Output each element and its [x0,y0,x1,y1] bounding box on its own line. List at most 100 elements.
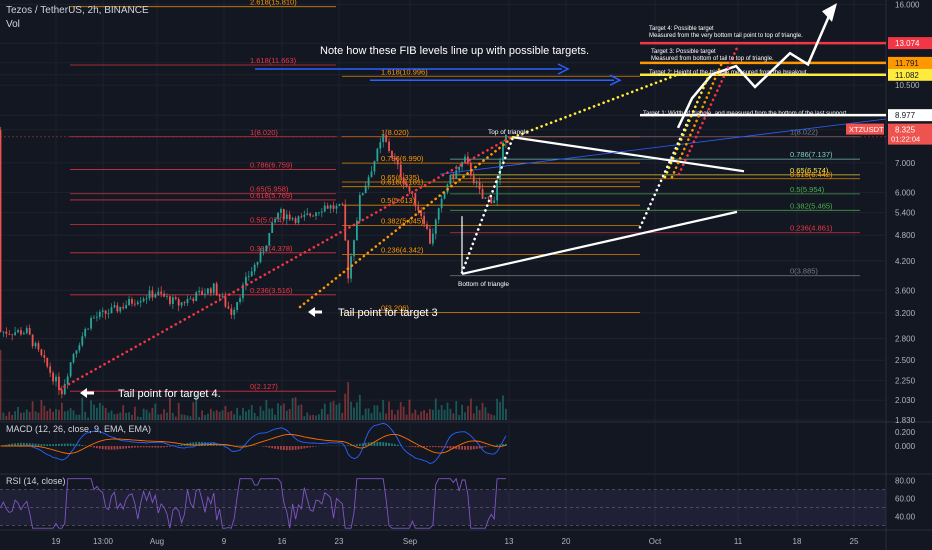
volume-bar [142,408,145,420]
volume-bar [46,410,49,420]
volume-bar [174,416,177,420]
volume-bar [335,404,338,420]
macd-histogram-bar [306,446,309,448]
volume-bar [285,410,288,420]
macd-histogram-bar [116,446,119,450]
volume-bar [209,408,212,420]
target4-text-b: Measured from the very bottom tail point… [649,33,803,39]
macd-histogram-bar [14,443,16,446]
volume-bar [0,350,2,420]
time-tick-label: Sep [403,537,418,546]
symbol-title: Tezos / TetherUS, 2h, BINANCE [6,5,149,16]
macd-histogram-bar [31,443,34,446]
volume-bar [455,401,458,420]
triangle-upper-line [512,136,745,173]
rsi-tick-label: 40.00 [895,513,916,522]
volume-bar [282,403,285,420]
macd-histogram-bar [28,443,31,446]
macd-histogram-bar [303,446,306,449]
volume-bar [396,409,399,420]
candle-body [318,212,320,214]
volume-bar [37,412,40,420]
candle-body [183,302,186,304]
countdown-label: 01:22:04 [891,135,920,144]
macd-histogram-bar [376,441,379,446]
volume-bar [2,412,5,420]
volume-bar [98,402,101,420]
macd-line [0,422,507,464]
volume-bar [116,413,119,420]
price-tag-bg [888,68,932,81]
macd-histogram-bar [475,446,478,449]
dotted-line [663,71,712,179]
time-tick-label: 18 [793,537,802,546]
price-tag-bg [888,37,932,50]
fib-label: 0.618(6.442) [790,170,833,179]
volume-bar [87,417,90,420]
candle-body [66,376,69,384]
macd-histogram-bar [429,446,431,448]
fib-label: 1(8.020) [250,128,278,137]
macd-histogram-bar [215,443,218,446]
price-tick-label: 4.200 [895,257,916,266]
volume-bar [265,400,268,420]
volume-bar [405,414,408,420]
volume-bar [192,402,195,420]
candle-body [458,166,461,171]
candle-body [393,157,396,160]
macd-histogram-bar [20,442,22,446]
macd-histogram-bar [227,445,230,446]
rsi-label: RSI (14, close) [6,476,66,486]
candle-body [192,298,195,302]
volume-bar [271,408,274,420]
macd-histogram-bar [469,446,472,450]
macd-histogram-bar [151,446,154,448]
candle-body [312,215,314,217]
candle-body [341,203,344,205]
volume-bar [20,412,22,420]
candle-body [478,182,481,190]
top-of-triangle-text: Top of triangle [488,129,529,136]
volume-bar [14,411,16,420]
candle-body [133,303,136,305]
volume-bar [475,405,478,420]
fib-label: 1(8.022) [790,128,818,137]
fib-label: 0.236(4.861) [790,224,833,233]
projection-arrow [676,6,835,129]
candle-body [297,216,300,223]
volume-bar [244,411,247,420]
time-tick-label: 19 [52,537,61,546]
candle-body [186,299,189,304]
candle-body [119,306,122,312]
bottom-of-triangle-text: Bottom of triangle [458,281,509,288]
volume-bar [236,407,239,420]
volume-bar [297,405,300,420]
rsi-tick-label: 60.00 [895,495,916,504]
volume-bar [239,415,241,420]
fib-label: 0.382(4.378) [250,244,293,253]
macd-histogram-bar [52,444,54,446]
candle-body [128,299,130,306]
time-tick-label: Aug [150,537,164,546]
volume-bar [242,407,244,420]
candle-body [40,349,43,356]
candle-body [493,200,496,204]
volume-bar [399,402,402,420]
macd-histogram-bar [131,446,133,448]
candle-body [8,333,11,335]
volume-bar [379,412,382,420]
candle-body [151,290,154,298]
fib-label: 2.618(15.810) [250,0,297,7]
volume-label: Vol [6,19,20,30]
symbol-tag-bg [846,123,884,135]
candle-body [274,218,277,223]
macd-histogram-bar [271,446,274,449]
candle-body [236,301,239,310]
macd-histogram-bar [180,444,183,446]
candle-body [280,209,282,213]
candle-body [139,301,142,303]
target3-text-b: Measured from bottom of tail to top of t… [651,56,774,62]
volume-bar [440,404,443,420]
